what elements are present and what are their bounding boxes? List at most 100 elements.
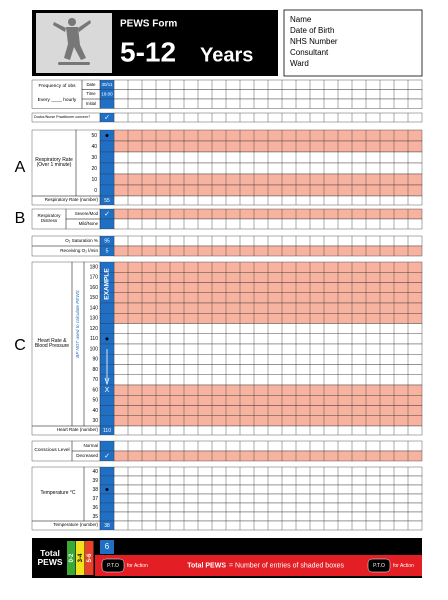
number-label-box xyxy=(31,520,101,531)
respiratory-rate-label: Respiratory Rate (Over 1 minute) xyxy=(35,156,73,168)
row-label: Receiving O₂ l/min xyxy=(60,247,98,253)
pto-label: P.T.O xyxy=(373,563,385,569)
scale-label: 180 xyxy=(90,264,99,270)
patient-field: Consultant xyxy=(290,48,329,57)
row-label: Decreased xyxy=(76,452,98,458)
scale-label: 35 xyxy=(92,514,98,520)
scale-label: 170 xyxy=(90,275,99,281)
example-cell xyxy=(99,151,115,164)
example-dot xyxy=(105,488,109,491)
concern-box xyxy=(31,112,101,123)
example-cell xyxy=(99,302,115,314)
number-label: Respiratory Rate (number) xyxy=(44,197,98,203)
example-cell xyxy=(99,218,115,230)
pto-badge xyxy=(101,558,125,573)
scale-label: 70 xyxy=(92,377,98,383)
age-unit: Years xyxy=(200,44,253,66)
frequency-row-label: Date xyxy=(86,81,96,87)
band-box xyxy=(67,541,76,575)
scale-label: 39 xyxy=(92,478,98,484)
example-dot xyxy=(105,337,109,341)
scale-label: 130 xyxy=(90,316,99,322)
example-cell xyxy=(99,173,115,186)
band-label: 5-6 xyxy=(87,553,93,562)
action-strip xyxy=(95,555,422,576)
example-watermark: EXAMPLE xyxy=(104,268,111,300)
example-value: ✓ xyxy=(104,453,110,460)
frequency-row-label: Initial xyxy=(85,100,97,106)
scale-label: 0 xyxy=(94,188,97,194)
band-box xyxy=(76,541,85,575)
scale-label: 50 xyxy=(91,133,97,139)
example-cell xyxy=(99,502,115,513)
total-label: Total PEWS xyxy=(37,548,63,567)
skater-icon xyxy=(53,18,91,65)
form-title: PEWS Form xyxy=(120,19,177,30)
scale-label: 10 xyxy=(91,177,97,183)
action-text: for Action xyxy=(393,563,414,569)
section-letter: C xyxy=(14,337,26,354)
scale-label: 36 xyxy=(92,505,98,511)
band-label: 0-2 xyxy=(69,553,75,562)
frequency-label: Frequency of obs xyxy=(38,84,76,90)
scale-label: 40 xyxy=(92,469,98,475)
example-dot xyxy=(105,134,109,137)
example-value: 55 xyxy=(104,198,110,204)
row-label-box xyxy=(31,245,101,257)
scale-label: 80 xyxy=(92,367,98,373)
section-letter: B xyxy=(15,210,26,227)
scale-label: 37 xyxy=(92,496,98,502)
scale-label: 110 xyxy=(90,336,98,342)
patient-field: Date of Birth xyxy=(290,26,334,35)
scale-label: 30 xyxy=(92,418,98,424)
frequency-row-label: Time xyxy=(86,91,96,96)
concern-label: Doctor/Nurse Practitioner concern? xyxy=(34,114,91,119)
patient-field: Ward xyxy=(290,59,309,68)
example-cell xyxy=(99,313,115,324)
band-label: 3-4 xyxy=(78,553,84,562)
example-value: 38 xyxy=(104,523,110,529)
example-value: 5 xyxy=(106,248,109,254)
scale-label: 150 xyxy=(90,295,99,301)
number-label-box xyxy=(31,195,101,206)
example-value: 95 xyxy=(104,238,110,244)
example-cell xyxy=(99,184,115,197)
scale-label: 50 xyxy=(92,398,98,404)
frequency-every: Every ____ hourly xyxy=(37,98,77,104)
example-cell xyxy=(99,415,115,427)
age-number: 5-12 xyxy=(120,36,176,67)
number-label: Temperature (number) xyxy=(53,522,98,528)
scale-box xyxy=(75,129,101,197)
bp-note: BP NOT used to calculate PEWS xyxy=(75,289,80,357)
patient-field: Name xyxy=(290,15,312,24)
row-label: Severe/Mod xyxy=(74,210,98,216)
conscious-label: Conscious Level xyxy=(34,448,70,454)
example-value: ✓ xyxy=(104,211,110,218)
number-label-box xyxy=(31,425,101,436)
example-value: 110 xyxy=(103,428,111,434)
example-cell xyxy=(99,98,115,109)
example-cell xyxy=(99,405,115,416)
example-cell xyxy=(99,493,115,504)
formula-text: = Number of entries of shaded boxes xyxy=(229,562,344,569)
pto-label: P.T.O xyxy=(107,563,119,569)
example-value: 30/11 xyxy=(102,82,113,87)
example-cell xyxy=(99,395,115,406)
scale-label: 38 xyxy=(92,487,98,493)
band-box xyxy=(85,541,94,575)
scale-label: 90 xyxy=(92,357,98,363)
row-label: Mild/None xyxy=(78,220,98,226)
example-value: 18:00 xyxy=(101,91,113,96)
temperature-label: Temperature °C xyxy=(40,490,76,497)
bp-arrow-head xyxy=(104,377,110,386)
scale-label: 40 xyxy=(92,408,98,414)
patient-field: NHS Number xyxy=(290,37,338,46)
example-cell xyxy=(99,140,115,153)
total-value: 6 xyxy=(105,542,110,551)
formula-bold: Total PEWS xyxy=(187,562,226,569)
example-cell xyxy=(99,323,115,334)
row-label-box xyxy=(65,218,101,230)
patient-box xyxy=(283,9,423,77)
